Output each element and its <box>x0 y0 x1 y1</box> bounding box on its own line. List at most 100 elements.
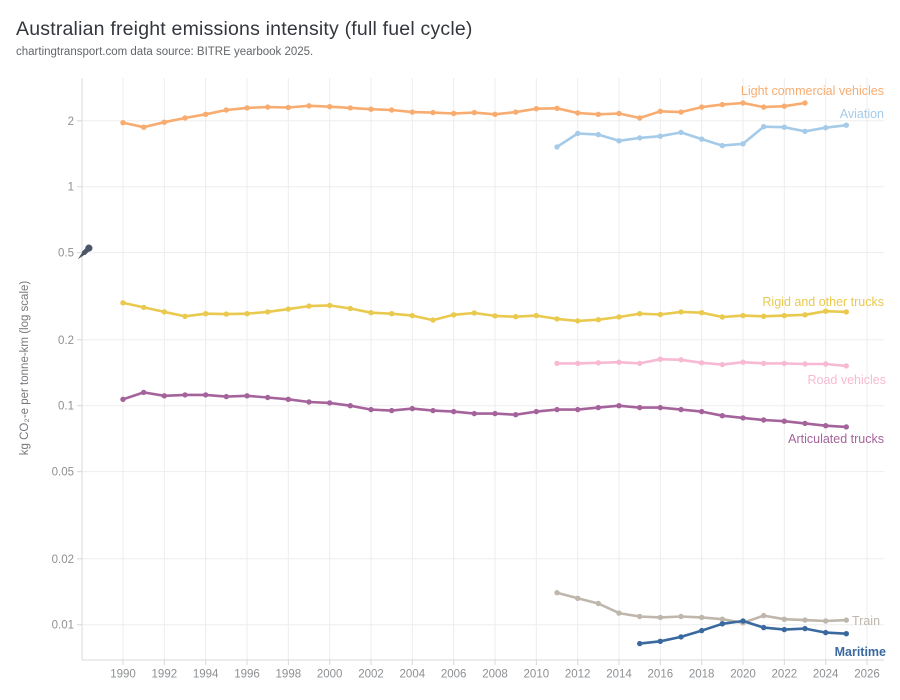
series-point-maritime-2015[interactable] <box>637 640 643 647</box>
series-point-aviation-2018[interactable] <box>699 136 705 142</box>
series-point-road-vehicles-2017[interactable] <box>678 357 684 363</box>
series-point-rigid-and-other-trucks-2024[interactable] <box>823 308 829 314</box>
series-point-rigid-and-other-trucks-2014[interactable] <box>616 314 622 320</box>
series-point-articulated-trucks-2002[interactable] <box>368 406 374 413</box>
series-point-rigid-and-other-trucks-2001[interactable] <box>347 305 353 312</box>
series-point-road-vehicles-2025[interactable] <box>843 363 849 369</box>
series-point-articulated-trucks-2005[interactable] <box>430 407 436 414</box>
series-point-rigid-and-other-trucks-2007[interactable] <box>471 310 477 316</box>
series-point-train-2023[interactable] <box>802 617 808 623</box>
series-point-rigid-and-other-trucks-1995[interactable] <box>223 311 229 317</box>
series-point-rigid-and-other-trucks-1999[interactable] <box>306 303 312 309</box>
series-point-rigid-and-other-trucks-2023[interactable] <box>802 312 808 318</box>
series-point-light-commercial-vehicles-1992[interactable] <box>161 119 167 125</box>
series-point-articulated-trucks-1990[interactable] <box>120 396 126 402</box>
series-point-articulated-trucks-2009[interactable] <box>513 412 519 418</box>
series-point-maritime-2016[interactable] <box>657 638 663 644</box>
series-point-train-2013[interactable] <box>595 600 601 607</box>
series-point-light-commercial-vehicles-2008[interactable] <box>492 111 498 118</box>
series-point-aviation-2011[interactable] <box>554 144 560 150</box>
series-point-aviation-2023[interactable] <box>802 128 808 134</box>
series-point-aviation-2025[interactable] <box>843 122 849 128</box>
series-point-aviation-2013[interactable] <box>595 131 601 138</box>
series-point-articulated-trucks-2021[interactable] <box>761 417 767 423</box>
series-point-articulated-trucks-2012[interactable] <box>575 406 581 413</box>
series-point-rigid-and-other-trucks-1998[interactable] <box>285 306 291 312</box>
series-point-light-commercial-vehicles-2010[interactable] <box>533 106 539 112</box>
series-point-rigid-and-other-trucks-1990[interactable] <box>120 300 126 306</box>
series-point-light-commercial-vehicles-2002[interactable] <box>368 106 374 112</box>
series-point-train-2025[interactable] <box>843 617 849 623</box>
series-point-aviation-2021[interactable] <box>761 124 767 130</box>
series-point-light-commercial-vehicles-2004[interactable] <box>409 109 415 115</box>
series-point-train-2019[interactable] <box>719 616 725 622</box>
series-point-rigid-and-other-trucks-2015[interactable] <box>637 311 643 317</box>
series-point-rigid-and-other-trucks-2004[interactable] <box>409 312 415 319</box>
series-point-rigid-and-other-trucks-2021[interactable] <box>761 313 767 319</box>
series-point-articulated-trucks-1994[interactable] <box>203 392 209 398</box>
series-point-road-vehicles-2016[interactable] <box>657 356 663 362</box>
series-point-articulated-trucks-2008[interactable] <box>492 410 498 417</box>
series-point-articulated-trucks-2024[interactable] <box>823 423 829 429</box>
series-point-train-2014[interactable] <box>616 610 622 616</box>
series-point-rigid-and-other-trucks-1992[interactable] <box>161 309 167 315</box>
series-point-train-2024[interactable] <box>823 618 829 624</box>
series-point-road-vehicles-2021[interactable] <box>761 360 767 367</box>
series-point-road-vehicles-2022[interactable] <box>781 360 787 367</box>
series-point-road-vehicles-2020[interactable] <box>740 359 746 365</box>
series-point-rigid-and-other-trucks-2020[interactable] <box>740 312 746 319</box>
series-point-light-commercial-vehicles-2013[interactable] <box>595 111 601 118</box>
series-point-road-vehicles-2018[interactable] <box>699 360 705 366</box>
series-point-articulated-trucks-2003[interactable] <box>389 407 395 414</box>
series-point-light-commercial-vehicles-2005[interactable] <box>430 109 436 116</box>
series-point-maritime-2017[interactable] <box>678 634 684 640</box>
series-point-aviation-2019[interactable] <box>719 142 725 149</box>
series-point-rigid-and-other-trucks-1993[interactable] <box>182 313 188 319</box>
series-point-train-2016[interactable] <box>657 614 663 621</box>
series-point-light-commercial-vehicles-1999[interactable] <box>306 103 312 109</box>
series-point-aviation-2017[interactable] <box>678 129 684 136</box>
series-point-articulated-trucks-1991[interactable] <box>141 389 147 396</box>
series-point-articulated-trucks-1997[interactable] <box>265 394 271 401</box>
series-point-rigid-and-other-trucks-2006[interactable] <box>451 312 457 318</box>
series-point-articulated-trucks-1996[interactable] <box>244 393 250 399</box>
series-point-aviation-2022[interactable] <box>781 124 787 130</box>
series-point-light-commercial-vehicles-2019[interactable] <box>719 101 725 108</box>
series-point-road-vehicles-2015[interactable] <box>637 360 643 367</box>
series-point-light-commercial-vehicles-1993[interactable] <box>182 115 188 121</box>
series-point-road-vehicles-2011[interactable] <box>554 360 560 367</box>
series-point-rigid-and-other-trucks-2011[interactable] <box>554 316 560 322</box>
series-point-rigid-and-other-trucks-2010[interactable] <box>533 312 539 319</box>
series-point-articulated-trucks-2013[interactable] <box>595 404 601 411</box>
series-point-maritime-2021[interactable] <box>761 624 767 631</box>
series-point-articulated-trucks-2022[interactable] <box>781 418 787 424</box>
series-point-articulated-trucks-2000[interactable] <box>327 400 333 406</box>
series-point-light-commercial-vehicles-2022[interactable] <box>781 103 787 109</box>
series-point-road-vehicles-2013[interactable] <box>595 360 601 366</box>
series-point-light-commercial-vehicles-2001[interactable] <box>347 105 353 111</box>
series-point-light-commercial-vehicles-2021[interactable] <box>761 104 767 110</box>
series-point-train-2017[interactable] <box>678 613 684 620</box>
series-point-rigid-and-other-trucks-2025[interactable] <box>843 309 849 315</box>
series-point-road-vehicles-2023[interactable] <box>802 361 808 367</box>
series-point-light-commercial-vehicles-2017[interactable] <box>678 109 684 115</box>
series-point-articulated-trucks-1998[interactable] <box>285 396 291 402</box>
series-point-articulated-trucks-2014[interactable] <box>616 403 622 409</box>
series-point-road-vehicles-2014[interactable] <box>616 359 622 365</box>
series-point-light-commercial-vehicles-1991[interactable] <box>141 124 147 130</box>
series-line-light-commercial-vehicles[interactable] <box>121 101 807 129</box>
series-point-articulated-trucks-2019[interactable] <box>719 413 725 419</box>
series-point-rigid-and-other-trucks-2002[interactable] <box>368 310 374 316</box>
series-point-light-commercial-vehicles-1996[interactable] <box>244 105 250 111</box>
series-point-road-vehicles-2019[interactable] <box>719 361 725 368</box>
series-point-train-2022[interactable] <box>781 616 787 622</box>
series-point-rigid-and-other-trucks-2018[interactable] <box>699 310 705 316</box>
series-point-articulated-trucks-1993[interactable] <box>182 392 188 398</box>
series-point-light-commercial-vehicles-2018[interactable] <box>699 104 705 110</box>
series-point-aviation-2016[interactable] <box>657 133 663 139</box>
series-point-light-commercial-vehicles-2016[interactable] <box>657 108 663 115</box>
series-point-articulated-trucks-1999[interactable] <box>306 399 312 405</box>
series-point-articulated-trucks-2007[interactable] <box>471 410 477 417</box>
series-point-rigid-and-other-trucks-2017[interactable] <box>678 309 684 315</box>
series-point-light-commercial-vehicles-1998[interactable] <box>285 104 291 111</box>
